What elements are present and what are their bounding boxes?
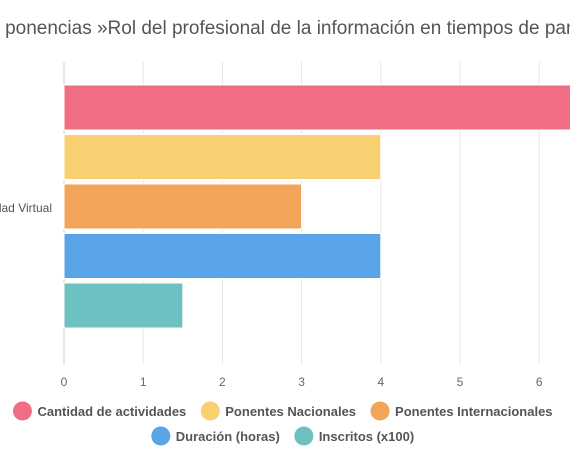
x-tick-label: 3 (298, 375, 305, 389)
legend-label[interactable]: Ponentes Nacionales (225, 404, 356, 419)
x-tick-label: 6 (536, 375, 543, 389)
legend-label[interactable]: Duración (horas) (176, 429, 280, 444)
chart-title: Ciclo de ponencias »Rol del profesional … (0, 18, 570, 39)
legend: Cantidad de actividades Ponentes Nacional… (12, 401, 553, 446)
bar-2[interactable] (63, 134, 382, 180)
legend-swatch (370, 401, 390, 421)
category-label: Modalidad Virtual (0, 201, 52, 215)
bar-5[interactable] (63, 282, 184, 329)
bar-4[interactable] (63, 233, 382, 279)
legend-swatch (294, 426, 314, 446)
legend-label[interactable]: Ponentes Internacionales (395, 404, 553, 419)
bars (63, 84, 570, 329)
x-tick-label: 0 (61, 375, 68, 389)
x-tick-label: 5 (457, 375, 464, 389)
x-tick-label: 1 (140, 375, 147, 389)
legend-swatch (151, 426, 171, 446)
bar-1[interactable] (63, 84, 570, 131)
x-axis: 0 1 2 3 4 5 6 (61, 375, 543, 389)
x-tick-label: 4 (377, 375, 384, 389)
legend-label[interactable]: Cantidad de actividades (37, 404, 186, 419)
legend-swatch (200, 401, 220, 421)
category-axis: Modalidad Virtual (0, 201, 52, 215)
x-tick-label: 2 (219, 375, 226, 389)
legend-label[interactable]: Inscritos (x100) (319, 429, 414, 444)
bar-3[interactable] (63, 183, 303, 230)
legend-swatch (12, 401, 32, 421)
